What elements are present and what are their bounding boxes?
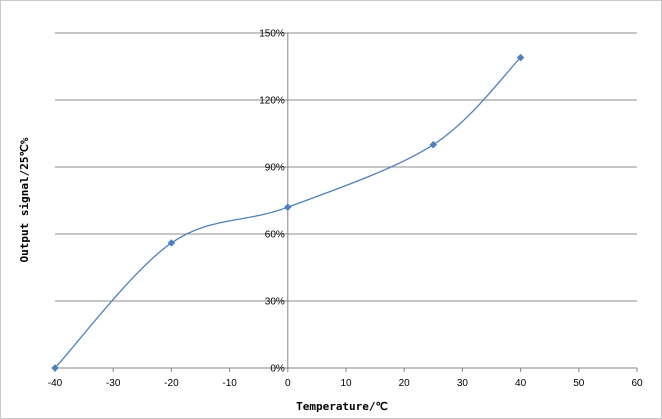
- x-tick-label: 40: [515, 378, 527, 389]
- x-tick-label: -10: [222, 378, 237, 389]
- y-tick-label: 0%: [270, 364, 285, 375]
- y-axis-title: Output signal/25℃%: [18, 137, 31, 262]
- axes: [54, 32, 638, 372]
- x-tick-label: -40: [48, 378, 63, 389]
- y-tick-label: 60%: [265, 230, 285, 241]
- y-tick-label: 90%: [265, 163, 285, 174]
- y-tick-label: 30%: [265, 297, 285, 308]
- y-tick-label: 150%: [259, 29, 285, 40]
- x-tick-labels: -40 -30 -20 -10 0 10 20 30 40 50 60: [48, 378, 643, 389]
- x-tick-label: 30: [457, 378, 469, 389]
- x-tick-label: 50: [573, 378, 585, 389]
- x-tick-label: -20: [164, 378, 179, 389]
- data-point-marker: [51, 364, 59, 372]
- gridlines: [55, 32, 637, 302]
- y-tick-labels: 0% 30% 60% 90% 120% 150%: [259, 29, 285, 375]
- x-tick-label: -30: [106, 378, 121, 389]
- x-tick-label: 0: [285, 378, 291, 389]
- data-point-marker: [167, 239, 176, 247]
- x-tick-label: 20: [399, 378, 411, 389]
- x-tick-label: 10: [340, 378, 352, 389]
- series: [51, 53, 525, 372]
- data-point-marker: [283, 203, 292, 212]
- y-tick-label: 120%: [259, 96, 285, 107]
- x-axis-title: Temperature/℃: [296, 400, 388, 413]
- data-point-marker: [516, 53, 525, 62]
- data-point-marker: [429, 140, 438, 149]
- x-tick-label: 60: [631, 378, 643, 389]
